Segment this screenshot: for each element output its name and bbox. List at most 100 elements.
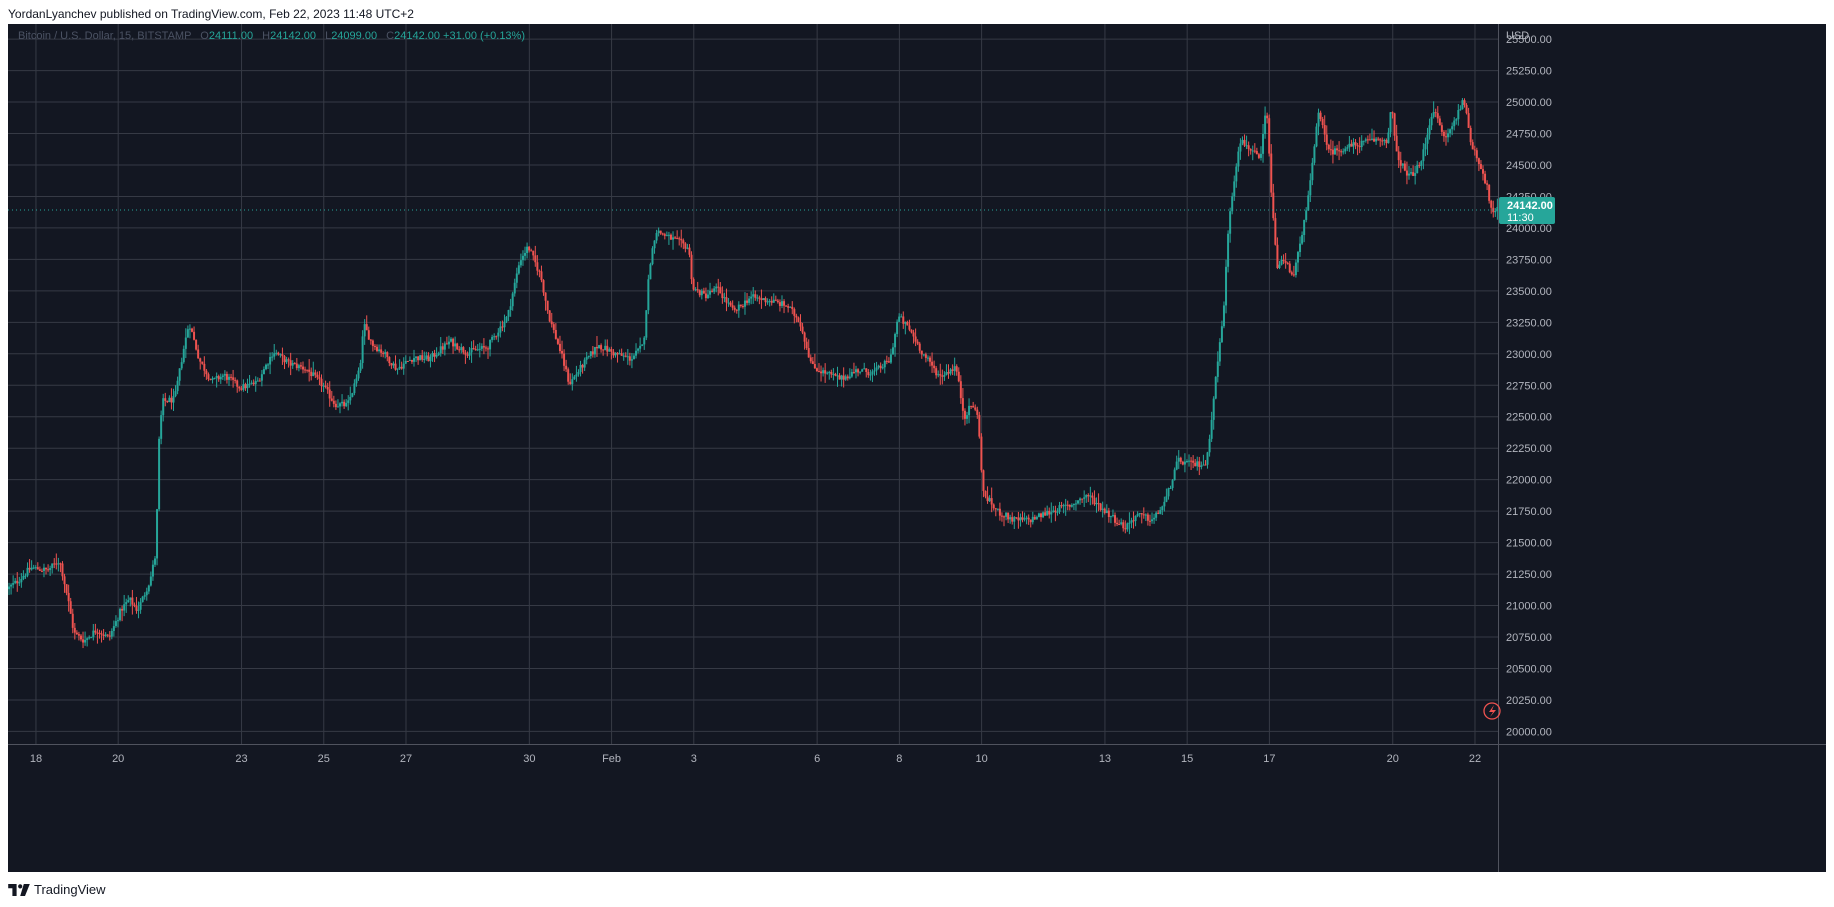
candle-body bbox=[918, 343, 921, 351]
candle-body bbox=[577, 371, 580, 375]
candle-body bbox=[447, 341, 450, 345]
candle-body bbox=[859, 371, 862, 373]
candle-body bbox=[1003, 516, 1006, 518]
price-tick-label: 21500.00 bbox=[1506, 538, 1552, 550]
candle-body bbox=[149, 576, 152, 586]
footer-brand[interactable]: TradingView bbox=[8, 873, 106, 907]
candle-body bbox=[848, 376, 851, 379]
candle-body bbox=[347, 400, 350, 403]
candle-body bbox=[1194, 462, 1197, 467]
candle-body bbox=[507, 310, 510, 317]
candle-body bbox=[112, 626, 115, 631]
candle-body bbox=[386, 352, 389, 358]
price-tick-label: 20000.00 bbox=[1506, 726, 1552, 738]
price-tick-label: 23250.00 bbox=[1506, 317, 1552, 329]
chart-area[interactable]: 25500.00 25250.00 25000.00 24750.00 24500.00… bbox=[8, 24, 1826, 872]
candle-body bbox=[408, 360, 411, 362]
candle-body bbox=[1048, 510, 1051, 515]
lightning-icon[interactable] bbox=[1483, 702, 1501, 720]
candle-body bbox=[1282, 259, 1285, 261]
candle-body bbox=[441, 346, 444, 350]
candle-body bbox=[538, 270, 541, 272]
time-axis[interactable]: 18 20 23 25 27 30 Feb 3 6 8 10 13 15 17 20 22 bbox=[8, 744, 1826, 766]
candle-body bbox=[966, 415, 969, 419]
candle-body bbox=[1299, 243, 1302, 253]
candle-body bbox=[865, 368, 868, 373]
candle-body bbox=[774, 299, 777, 301]
candle-body bbox=[649, 264, 652, 280]
candle-body bbox=[295, 363, 298, 369]
candle-body bbox=[1134, 515, 1137, 521]
candle-body bbox=[186, 329, 189, 338]
candle-body bbox=[672, 237, 675, 240]
candle-body bbox=[1157, 512, 1160, 514]
candle-body bbox=[1060, 505, 1063, 507]
candle-body bbox=[141, 596, 144, 603]
candle-body bbox=[139, 602, 142, 610]
candle-body bbox=[326, 386, 329, 390]
candle-body bbox=[799, 322, 802, 327]
candle-body bbox=[264, 364, 267, 370]
price-tick-label: 20250.00 bbox=[1506, 695, 1552, 707]
candle-body bbox=[517, 265, 520, 274]
candle-body bbox=[585, 357, 588, 360]
candle-body bbox=[108, 635, 111, 637]
candle-body bbox=[1387, 132, 1390, 144]
candle-body bbox=[891, 347, 894, 355]
candle-body bbox=[215, 376, 218, 378]
candle-body bbox=[1321, 118, 1324, 126]
candle-body bbox=[579, 364, 582, 372]
candle-body bbox=[1089, 495, 1092, 497]
candle-body bbox=[1097, 503, 1100, 505]
candle-body bbox=[651, 248, 654, 265]
candle-body bbox=[133, 604, 136, 606]
candle-body bbox=[1418, 165, 1421, 167]
candle-body bbox=[53, 563, 56, 565]
candle-body bbox=[269, 356, 272, 365]
candle-body bbox=[933, 365, 936, 369]
candle-body bbox=[783, 301, 786, 306]
candle-body bbox=[1011, 517, 1014, 522]
candle-body bbox=[501, 326, 504, 328]
candle-body bbox=[503, 321, 506, 328]
candlestick-chart[interactable]: 25500.00 25250.00 25000.00 24750.00 24500.00… bbox=[8, 24, 1826, 872]
candle-body bbox=[69, 601, 72, 614]
candle-body bbox=[38, 569, 41, 571]
candle-body bbox=[1257, 154, 1260, 158]
brand-name: TradingView bbox=[34, 882, 106, 897]
candle-body bbox=[279, 354, 282, 356]
candle-body bbox=[1432, 112, 1435, 117]
candle-body bbox=[748, 298, 751, 303]
candle-body bbox=[211, 378, 214, 380]
candle-body bbox=[427, 355, 430, 362]
candle-body bbox=[1479, 164, 1482, 170]
candle-body bbox=[267, 364, 270, 366]
candle-body bbox=[550, 321, 553, 325]
candle-body bbox=[974, 407, 977, 410]
candle-body bbox=[709, 290, 712, 295]
candle-body bbox=[1473, 149, 1476, 151]
candle-body bbox=[217, 376, 220, 380]
candle-body bbox=[957, 371, 960, 382]
price-tick-label: 22750.00 bbox=[1506, 380, 1552, 392]
candle-body bbox=[20, 578, 23, 583]
candle-body bbox=[645, 310, 648, 338]
candle-body bbox=[283, 356, 286, 363]
candle-body bbox=[339, 403, 342, 407]
candle-body bbox=[554, 329, 557, 339]
time-tick-label: 10 bbox=[975, 753, 987, 765]
candle-body bbox=[589, 351, 592, 357]
candle-body bbox=[565, 365, 568, 370]
candle-body bbox=[417, 356, 420, 361]
candle-body bbox=[458, 349, 461, 351]
candle-body bbox=[1461, 100, 1464, 110]
price-tick-label: 22250.00 bbox=[1506, 443, 1552, 455]
candle-body bbox=[906, 321, 909, 326]
candle-body bbox=[1099, 503, 1102, 510]
candle-body bbox=[532, 250, 535, 256]
candle-body bbox=[743, 300, 746, 307]
candle-body bbox=[466, 354, 469, 356]
candle-body bbox=[959, 381, 962, 399]
candle-body bbox=[489, 339, 492, 350]
candle-body bbox=[131, 597, 134, 605]
